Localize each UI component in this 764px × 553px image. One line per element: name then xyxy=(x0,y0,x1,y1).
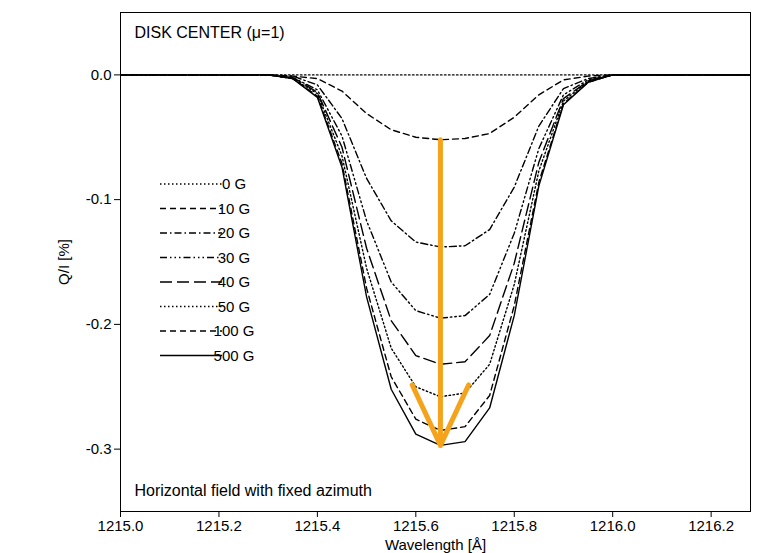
svg-text:0 G: 0 G xyxy=(222,175,246,192)
svg-text:1215.2: 1215.2 xyxy=(196,517,242,534)
svg-text:Horizontal field with fixed az: Horizontal field with fixed azimuth xyxy=(135,482,372,499)
svg-text:1216.0: 1216.0 xyxy=(590,517,636,534)
svg-text:1215.6: 1215.6 xyxy=(393,517,439,534)
svg-text:20 G: 20 G xyxy=(218,224,251,241)
svg-text:1215.0: 1215.0 xyxy=(98,517,144,534)
svg-text:100 G: 100 G xyxy=(214,322,255,339)
svg-text:30 G: 30 G xyxy=(218,249,251,266)
svg-text:Q/I [%]: Q/I [%] xyxy=(55,239,72,285)
svg-text:DISK CENTER (μ=1): DISK CENTER (μ=1) xyxy=(135,24,285,41)
svg-text:1216.2: 1216.2 xyxy=(688,517,734,534)
svg-text:Wavelength [Å]: Wavelength [Å] xyxy=(385,536,486,553)
svg-text:500 G: 500 G xyxy=(214,347,255,364)
svg-text:1215.4: 1215.4 xyxy=(294,517,340,534)
svg-text:1215.8: 1215.8 xyxy=(491,517,537,534)
svg-text:0.0: 0.0 xyxy=(91,66,112,83)
svg-text:-0.1: -0.1 xyxy=(86,190,112,207)
svg-text:50 G: 50 G xyxy=(218,298,251,315)
svg-text:40 G: 40 G xyxy=(218,273,251,290)
svg-text:-0.3: -0.3 xyxy=(86,440,112,457)
svg-text:-0.2: -0.2 xyxy=(86,315,112,332)
svg-text:10 G: 10 G xyxy=(218,200,251,217)
